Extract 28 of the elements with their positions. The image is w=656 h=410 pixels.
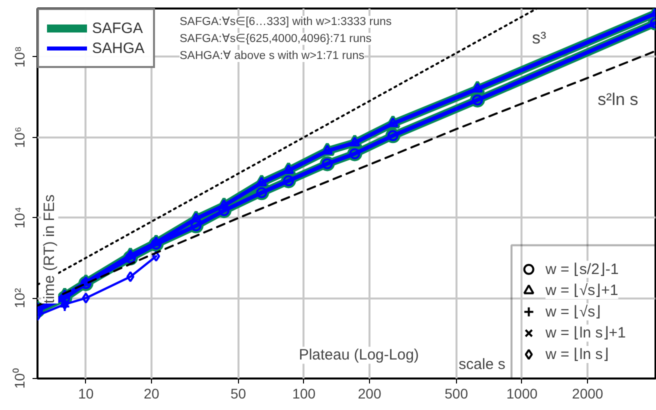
x-tick-label: 2000 (572, 386, 604, 402)
x-tick-label: 50 (230, 386, 246, 402)
x-tick-label: 200 (358, 386, 382, 402)
legend-label: w = ⌊√s⌋ (544, 303, 602, 320)
text: Plateau (Log-Log) (298, 346, 419, 364)
x-tick-label: 100 (292, 386, 316, 402)
y-tick-label: 10² (12, 288, 28, 308)
x-tick-label: 20 (144, 386, 160, 402)
y-tick-label: 10⁴ (12, 206, 28, 228)
series-label: s³ (532, 28, 546, 48)
annotation: SAFGA:∀s∈{625,4000,4096}:71 runs (180, 32, 372, 45)
annotation: SAHGA:∀ above s with w>1:71 runs (180, 50, 365, 62)
legend-label: SAHGA (92, 40, 145, 56)
annotation: SAFGA:∀s∈[6…333] with w>1:3333 runs (180, 16, 392, 28)
x-tick-label: 1000 (506, 386, 538, 402)
series-label: s²ln s (598, 90, 638, 109)
legend-label: w = ⌊√s⌋+1 (544, 282, 618, 300)
x-tick-label: 500 (444, 386, 468, 402)
legend-label: SAFGA (92, 20, 143, 36)
legend-label: w = ⌊s/2⌋-1 (544, 260, 619, 278)
y-tick-label: 10⁶ (12, 126, 28, 148)
legend-label: w = ⌊ln s⌋+1 (544, 324, 626, 342)
y-tick-label: 10⁸ (12, 46, 28, 68)
legend-label: w = ⌊ln s⌋ (544, 346, 609, 363)
x-tick-label: 10 (78, 386, 94, 402)
y-axis-title: time (RT) in FEs (41, 194, 58, 304)
y-tick-label: 10⁰ (12, 368, 28, 389)
x-axis-title: scale s (458, 356, 506, 373)
